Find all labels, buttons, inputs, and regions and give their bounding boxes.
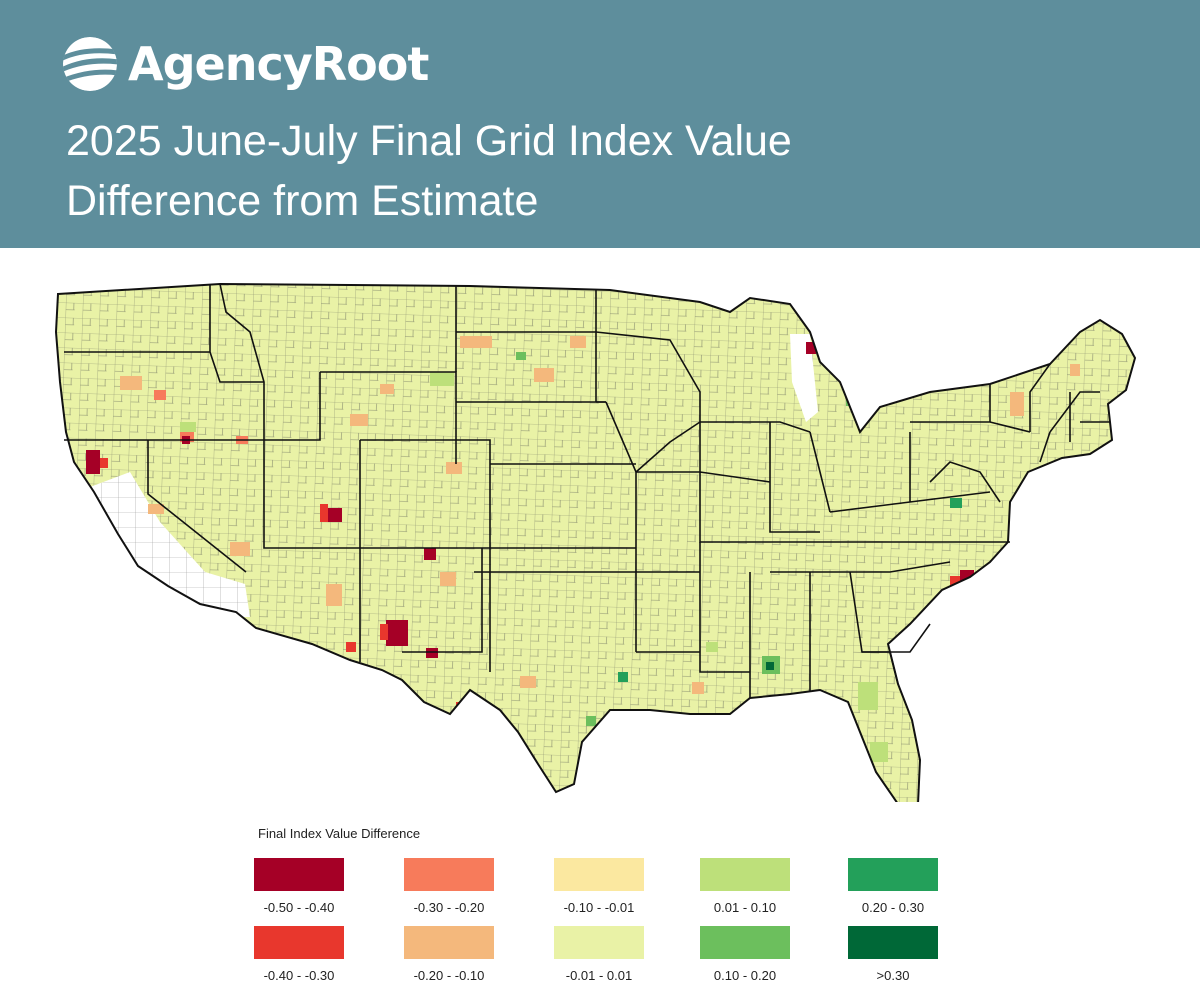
globe-stripes-icon [63,37,117,91]
legend-title: Final Index Value Difference [258,826,421,841]
legend-swatch [700,858,790,891]
state-boundaries [54,282,1137,802]
legend-label: -0.40 - -0.30 [263,968,335,983]
legend-label: -0.01 - 0.01 [565,968,633,983]
legend-swatch [404,926,494,959]
legend-swatch [848,858,938,891]
legend-label: -0.20 - -0.10 [413,968,485,983]
county-layer [56,284,1135,802]
legend-label: 0.20 - 0.30 [861,900,925,915]
legend-label: 0.10 - 0.20 [713,968,777,983]
logo: AgencyRoot [62,36,429,92]
legend-swatch [254,926,344,959]
legend-swatch [254,858,344,891]
header-banner: AgencyRoot 2025 June-July Final Grid Ind… [0,0,1200,248]
brand-name: AgencyRoot [128,37,429,91]
page-title-line-1: 2025 June-July Final Grid Index Value [66,117,792,165]
legend-swatch [404,858,494,891]
legend-swatch [700,926,790,959]
page-title-line-2: Difference from Estimate [66,177,539,225]
legend-label: 0.01 - 0.10 [713,900,777,915]
us-difference-map [54,282,1137,802]
legend-swatch [554,926,644,959]
legend-swatch [848,926,938,959]
legend-swatch [554,858,644,891]
legend-label: >0.30 [876,968,910,983]
legend-label: -0.10 - -0.01 [563,900,635,915]
legend-label: -0.30 - -0.20 [413,900,485,915]
legend-label: -0.50 - -0.40 [263,900,335,915]
